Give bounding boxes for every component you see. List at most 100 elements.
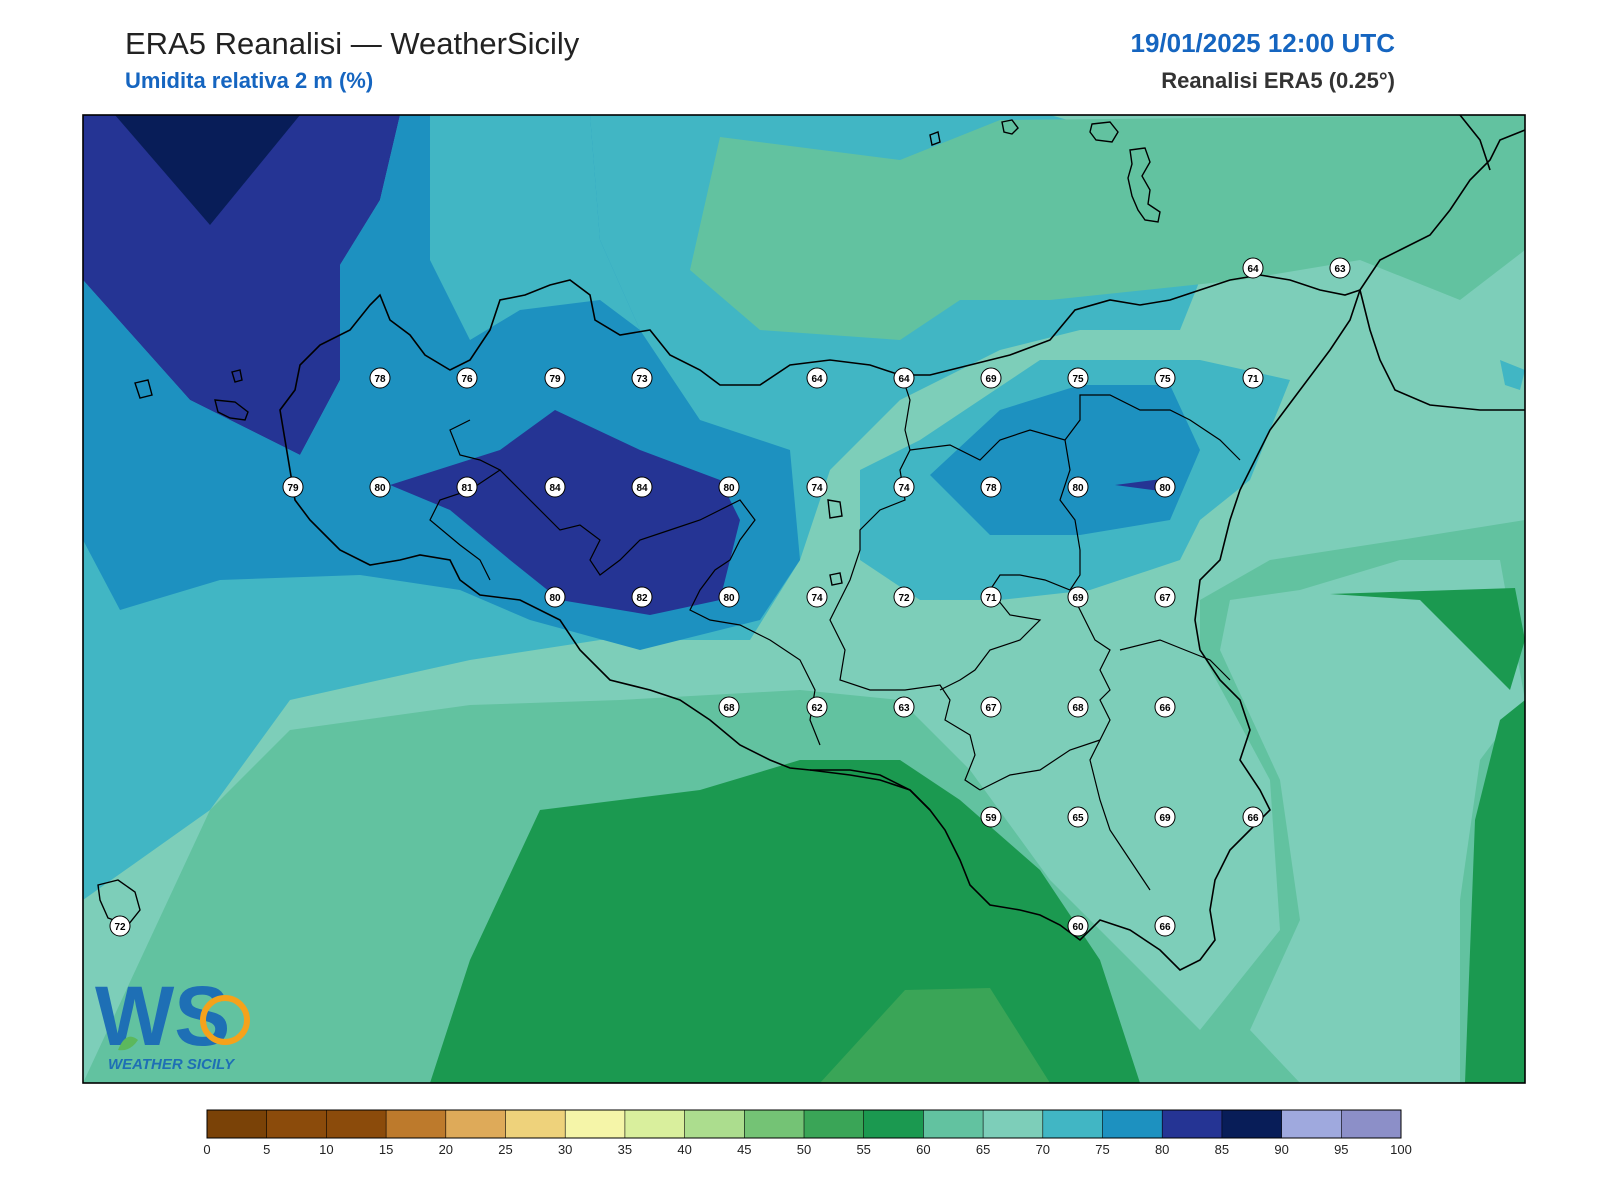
- colorbar-tick-label: 85: [1215, 1142, 1229, 1157]
- station-value: 79: [287, 483, 299, 494]
- station-value: 75: [1159, 374, 1171, 385]
- station-marker: 80: [1154, 476, 1176, 498]
- station-value: 76: [461, 374, 473, 385]
- station-marker: 68: [1067, 696, 1089, 718]
- islands: [97, 119, 1161, 926]
- colorbar-segment: [1102, 1110, 1163, 1138]
- station-marker: 63: [1329, 257, 1351, 279]
- station-value: 69: [985, 374, 997, 385]
- colorbar-segment: [684, 1110, 745, 1138]
- station-marker-circle: [806, 367, 828, 389]
- station-value: 64: [811, 374, 823, 385]
- colorbar-segment: [565, 1110, 626, 1138]
- station-marker: 84: [544, 476, 566, 498]
- colorbar-tick-label: 60: [916, 1142, 930, 1157]
- colorbar-segment: [863, 1110, 924, 1138]
- station-marker: 66: [1154, 696, 1176, 718]
- station-marker-circle: [1067, 476, 1089, 498]
- station-marker-circle: [893, 586, 915, 608]
- station-value: 75: [1072, 374, 1084, 385]
- colorbar-segment: [326, 1110, 387, 1138]
- station-value: 80: [1072, 483, 1084, 494]
- station-value: 80: [723, 593, 735, 604]
- colorbar-tick-label: 55: [856, 1142, 870, 1157]
- station-marker-circle: [893, 367, 915, 389]
- station-marker: 69: [1067, 586, 1089, 608]
- station-value: 78: [985, 483, 997, 494]
- band-85-90-northwest: [115, 115, 300, 225]
- station-marker-circle: [980, 476, 1002, 498]
- station-marker-circle: [1242, 367, 1264, 389]
- map-source: Reanalisi ERA5 (0.25°): [1161, 68, 1395, 93]
- station-value: 60: [1072, 922, 1084, 933]
- colorbar-segment: [744, 1110, 805, 1138]
- station-marker-circle: [456, 476, 478, 498]
- colorbar-segment: [1162, 1110, 1223, 1138]
- station-marker: 82: [631, 586, 653, 608]
- station-markers: 78 76 79 73 64 64 69 75 75 71 79 80 81 84 84 80 74 74 78 80…: [109, 257, 1351, 937]
- band-50-55-south: [820, 988, 1050, 1083]
- station-value: 72: [898, 593, 910, 604]
- station-marker-circle: [1242, 257, 1264, 279]
- island-marettimo: [134, 379, 153, 399]
- station-marker-circle: [806, 476, 828, 498]
- station-marker-circle: [980, 806, 1002, 828]
- station-marker-circle: [718, 476, 740, 498]
- station-marker-circle: [1154, 806, 1176, 828]
- island-filicudi: [1089, 121, 1119, 143]
- station-value: 82: [636, 593, 648, 604]
- map-subtitle: Umidita relativa 2 m (%): [125, 68, 374, 93]
- map-title: ERA5 Reanalisi — WeatherSicily: [125, 26, 580, 61]
- station-marker-circle: [806, 696, 828, 718]
- station-marker: 64: [1242, 257, 1264, 279]
- station-marker: 72: [109, 915, 131, 937]
- station-value: 67: [1159, 593, 1171, 604]
- station-marker-circle: [718, 696, 740, 718]
- map-datetime: 19/01/2025 12:00 UTC: [1130, 28, 1395, 58]
- station-value: 65: [1072, 813, 1084, 824]
- station-marker: 63: [893, 696, 915, 718]
- logo-leaf-icon: [118, 1036, 138, 1051]
- station-value: 80: [723, 483, 735, 494]
- station-marker: 67: [1154, 586, 1176, 608]
- station-value: 74: [898, 483, 910, 494]
- station-value: 64: [898, 374, 910, 385]
- lake-pergusa: [829, 572, 843, 586]
- station-marker: 65: [1067, 806, 1089, 828]
- station-marker-circle: [718, 586, 740, 608]
- station-value: 69: [1072, 593, 1084, 604]
- colorbar-tick-label: 80: [1155, 1142, 1169, 1157]
- colorbar-segment: [266, 1110, 327, 1138]
- station-marker-circle: [1154, 915, 1176, 937]
- colorbar-segment: [505, 1110, 566, 1138]
- station-marker: 69: [980, 367, 1002, 389]
- station-value: 72: [114, 922, 126, 933]
- station-value: 63: [1334, 264, 1346, 275]
- station-marker: 80: [369, 476, 391, 498]
- band-80-85-central: [390, 410, 740, 615]
- station-value: 84: [636, 483, 648, 494]
- station-marker: 80: [1067, 476, 1089, 498]
- colorbar-segment: [804, 1110, 865, 1138]
- station-value: 80: [549, 593, 561, 604]
- band-65-70-east: [1220, 560, 1525, 1083]
- band-70-75-northcoast: [430, 115, 640, 340]
- colorbar-tick-label: 45: [737, 1142, 751, 1157]
- station-marker: 80: [718, 476, 740, 498]
- lake-pozzillo: [827, 499, 843, 519]
- station-marker: 71: [1242, 367, 1264, 389]
- station-marker-circle: [893, 476, 915, 498]
- station-value: 81: [461, 483, 473, 494]
- station-value: 84: [549, 483, 561, 494]
- station-marker: 74: [893, 476, 915, 498]
- colorbar-segment: [923, 1110, 984, 1138]
- station-value: 59: [985, 813, 997, 824]
- station-value: 78: [374, 374, 386, 385]
- station-marker: 72: [893, 586, 915, 608]
- station-marker: 81: [456, 476, 478, 498]
- band-55-60-east: [1330, 588, 1525, 690]
- colorbar-tick-label: 70: [1036, 1142, 1050, 1157]
- colorbar-tick-label: 35: [618, 1142, 632, 1157]
- station-marker: 73: [631, 367, 653, 389]
